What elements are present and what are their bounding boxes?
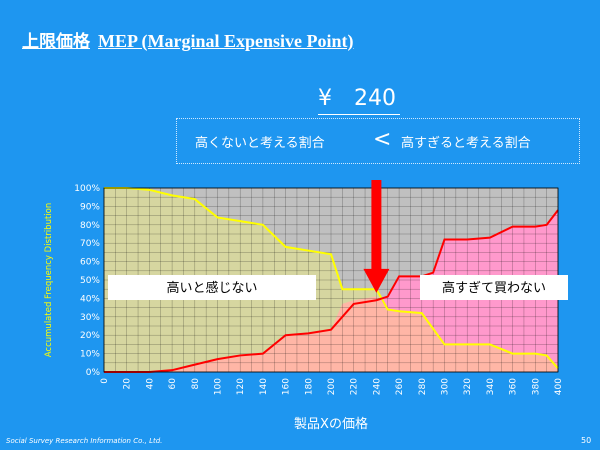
x-tick-label: 40	[145, 378, 155, 390]
label-box-too-expensive	[420, 275, 568, 300]
company-footer: Social Survey Research Information Co., …	[6, 437, 163, 445]
page-title: 上限価格 MEP (Marginal Expensive Point)	[22, 27, 354, 52]
series-label-not-expensive: 高いと感じない	[166, 280, 257, 296]
x-tick-label: 240	[372, 378, 382, 395]
x-tick-label: 260	[395, 378, 405, 395]
comparison-left-label: 高くないと考える割合	[195, 136, 325, 151]
mep-price: ¥ 240	[318, 80, 400, 115]
label-box-not-expensive	[108, 275, 316, 300]
x-tick-label: 220	[350, 378, 360, 395]
x-tick-label: 300	[441, 378, 451, 395]
y-tick-label: 100%	[74, 184, 100, 194]
y-axis-title: Accumulated Frequency Distribution	[44, 203, 54, 358]
x-tick-label: 380	[531, 378, 541, 395]
x-tick-label: 160	[282, 378, 292, 395]
x-tick-label: 360	[509, 378, 519, 395]
x-tick-label: 60	[168, 378, 178, 390]
series-line-not-expensive	[104, 187, 559, 369]
less-than-symbol: <	[373, 127, 392, 152]
comparison-box: 高くないと考える割合 < 高すぎると考える割合	[176, 118, 580, 164]
x-tick-label: 100	[214, 378, 224, 395]
x-tick-label: 400	[554, 378, 564, 395]
title-ja: 上限価格	[22, 32, 90, 52]
y-tick-label: 30%	[80, 313, 100, 323]
x-tick-label: 140	[259, 378, 269, 395]
y-tick-label: 50%	[80, 276, 100, 286]
x-axis-title: 製品Xの価格	[294, 416, 368, 432]
x-tick-label: 80	[191, 378, 201, 390]
x-tick-label: 20	[123, 378, 133, 390]
series-line-too-expensive	[104, 209, 559, 373]
x-tick-label: 0	[100, 378, 110, 384]
y-tick-label: 70%	[80, 239, 100, 249]
y-tick-label: 60%	[80, 258, 100, 268]
y-tick-label: 40%	[80, 294, 100, 304]
y-tick-label: 20%	[80, 331, 100, 341]
x-tick-label: 320	[463, 378, 473, 395]
x-tick-label: 280	[418, 378, 428, 395]
page-number: 50	[581, 436, 592, 445]
comparison-right-label: 高すぎると考える割合	[401, 136, 531, 151]
y-tick-label: 90%	[80, 202, 100, 212]
x-tick-label: 120	[236, 378, 246, 395]
x-tick-label: 180	[304, 378, 314, 395]
title-en: MEP (Marginal Expensive Point)	[98, 31, 354, 51]
y-tick-label: 0%	[86, 368, 101, 378]
x-tick-label: 200	[327, 378, 337, 395]
y-tick-label: 80%	[80, 221, 100, 231]
mep-arrow	[363, 180, 390, 293]
series-label-too-expensive: 高すぎて買わない	[442, 280, 546, 296]
y-tick-label: 10%	[80, 350, 100, 360]
x-tick-label: 340	[486, 378, 496, 395]
